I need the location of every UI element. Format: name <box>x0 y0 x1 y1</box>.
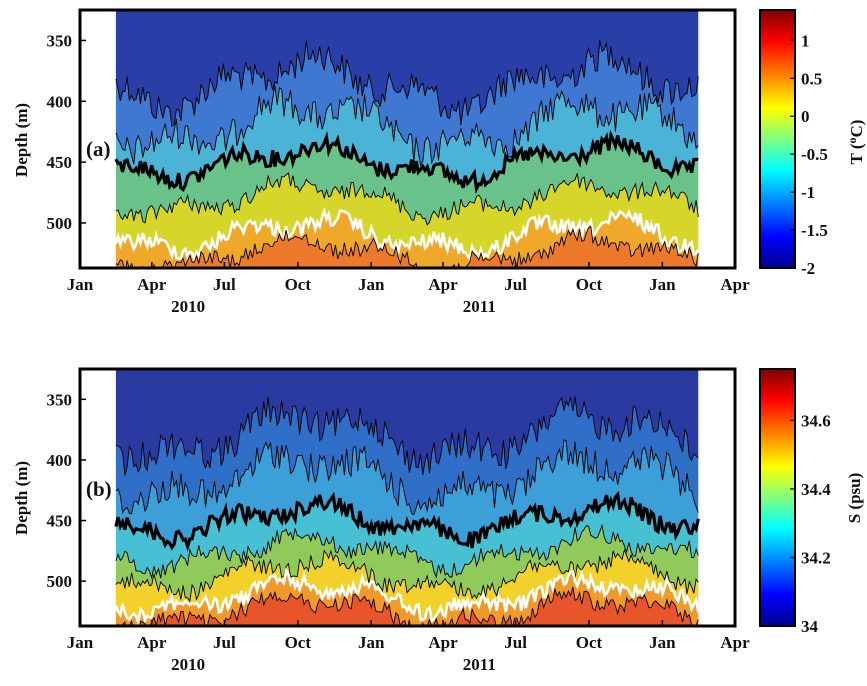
contour-band <box>115 40 699 166</box>
colorbar-gradient <box>759 9 796 269</box>
x-tick-label: Jan <box>358 275 385 294</box>
thick-contour-line <box>114 129 699 195</box>
colorbar-tick-label: 0 <box>801 107 810 126</box>
colorbar-tick-label: 1 <box>801 31 810 50</box>
y-axis: 350 400 450 500 <box>47 31 86 233</box>
y-axis-title: Depth (m) <box>12 103 31 177</box>
colorbar-tick-label: 34 <box>801 617 819 636</box>
colorbar-title: T (oC) <box>845 120 866 165</box>
colorbar: 34.6 34.4 34.2 34 S (psu) <box>759 368 864 636</box>
contour-line <box>115 548 699 603</box>
contour-lines <box>114 396 700 626</box>
colorbar-gradient <box>759 368 796 627</box>
colorbar-tick-label: -0.5 <box>801 145 828 164</box>
y-tick-label: 450 <box>47 153 73 172</box>
x-tick-label: Jan <box>649 275 676 294</box>
x-tick-label: Jul <box>504 633 527 652</box>
contour-line <box>117 586 699 626</box>
x-tick-label: Oct <box>285 275 312 294</box>
salinity-chart: 350 400 450 500 Jan Apr Jul Oct Jan Apr Jul Oct Jan… <box>12 367 864 674</box>
contour-band <box>115 525 699 602</box>
plot-area <box>80 10 735 268</box>
y-tick-label: 500 <box>47 214 73 233</box>
x-tick-label: Jan <box>649 633 676 652</box>
x-tick-label: Apr <box>720 633 750 652</box>
x-tick-label: Jul <box>504 275 527 294</box>
y-tick-label: 500 <box>47 572 73 591</box>
y-tick-label: 350 <box>47 390 73 409</box>
contour-line <box>115 396 699 476</box>
white-contour-line <box>114 567 700 626</box>
x-tick-label: Jul <box>213 275 236 294</box>
contour-band <box>115 396 699 515</box>
contour-lines <box>114 40 700 268</box>
y-tick-label: 450 <box>47 512 73 531</box>
x-tick-label: Oct <box>285 633 312 652</box>
x-tick-label: Jul <box>213 633 236 652</box>
x-tick-label: Jan <box>358 633 385 652</box>
x-tick-label: Jan <box>67 275 94 294</box>
contour-line <box>115 40 699 128</box>
contour-band <box>117 586 699 626</box>
year-label: 2010 <box>171 297 205 316</box>
year-label: 2011 <box>463 655 496 674</box>
thick-contour-line <box>114 490 700 552</box>
x-tick-label: Oct <box>576 275 603 294</box>
contour-line <box>115 172 699 226</box>
colorbar-tick-label: 34.4 <box>801 480 831 499</box>
contour-line <box>115 85 699 167</box>
colorbar: 1 0.5 0 -0.5 -1 -1.5 -2 T (oC) <box>759 9 866 278</box>
contour-band <box>115 549 699 623</box>
x-tick-label: Apr <box>428 633 458 652</box>
contour-line <box>115 225 699 268</box>
plot-area <box>80 369 735 626</box>
x-tick-label: Apr <box>720 275 750 294</box>
y-tick-label: 350 <box>47 31 73 50</box>
plot-frame <box>78 367 737 628</box>
temperature-panel: 350 400 450 500 Jan Apr Jul Oct Jan Apr Jul Oct Jan… <box>0 0 867 330</box>
panel-label: (a) <box>86 137 111 161</box>
contour-line <box>115 439 699 516</box>
colorbar-tick-label: 34.2 <box>801 548 831 567</box>
contour-band <box>115 226 699 268</box>
x-tick-label: Jan <box>67 633 94 652</box>
y-axis-title: Depth (m) <box>12 461 31 535</box>
white-contour-line <box>114 207 700 263</box>
year-label: 2011 <box>463 297 496 316</box>
y-axis: 350 400 450 500 <box>47 390 86 591</box>
year-label: 2010 <box>171 655 205 674</box>
plot-frame <box>78 8 737 270</box>
contour-band <box>115 494 699 579</box>
colorbar-tick-label: -1.5 <box>801 221 828 240</box>
y-tick-label: 400 <box>47 92 73 111</box>
colorbar-tick-label: 34.6 <box>801 411 831 430</box>
y-tick-label: 400 <box>47 451 73 470</box>
x-tick-label: Apr <box>137 275 167 294</box>
salinity-panel: 350 400 450 500 Jan Apr Jul Oct Jan Apr Jul Oct Jan… <box>0 356 867 686</box>
x-tick-label: Oct <box>576 633 603 652</box>
contour-line <box>115 523 699 580</box>
colorbar-tick-label: 0.5 <box>801 69 822 88</box>
x-tick-label: Apr <box>428 275 458 294</box>
contour-band <box>115 369 699 476</box>
panel-label: (b) <box>86 477 112 501</box>
x-tick-label: Apr <box>137 633 167 652</box>
temperature-chart: 350 400 450 500 Jan Apr Jul Oct Jan Apr Jul Oct Jan… <box>12 8 866 316</box>
colorbar-title: S (psu) <box>845 473 864 524</box>
contour-band <box>115 10 699 127</box>
colorbar-tick-label: -1 <box>801 183 815 202</box>
contour-band <box>115 173 699 259</box>
colorbar-tick-label: -2 <box>801 259 815 278</box>
